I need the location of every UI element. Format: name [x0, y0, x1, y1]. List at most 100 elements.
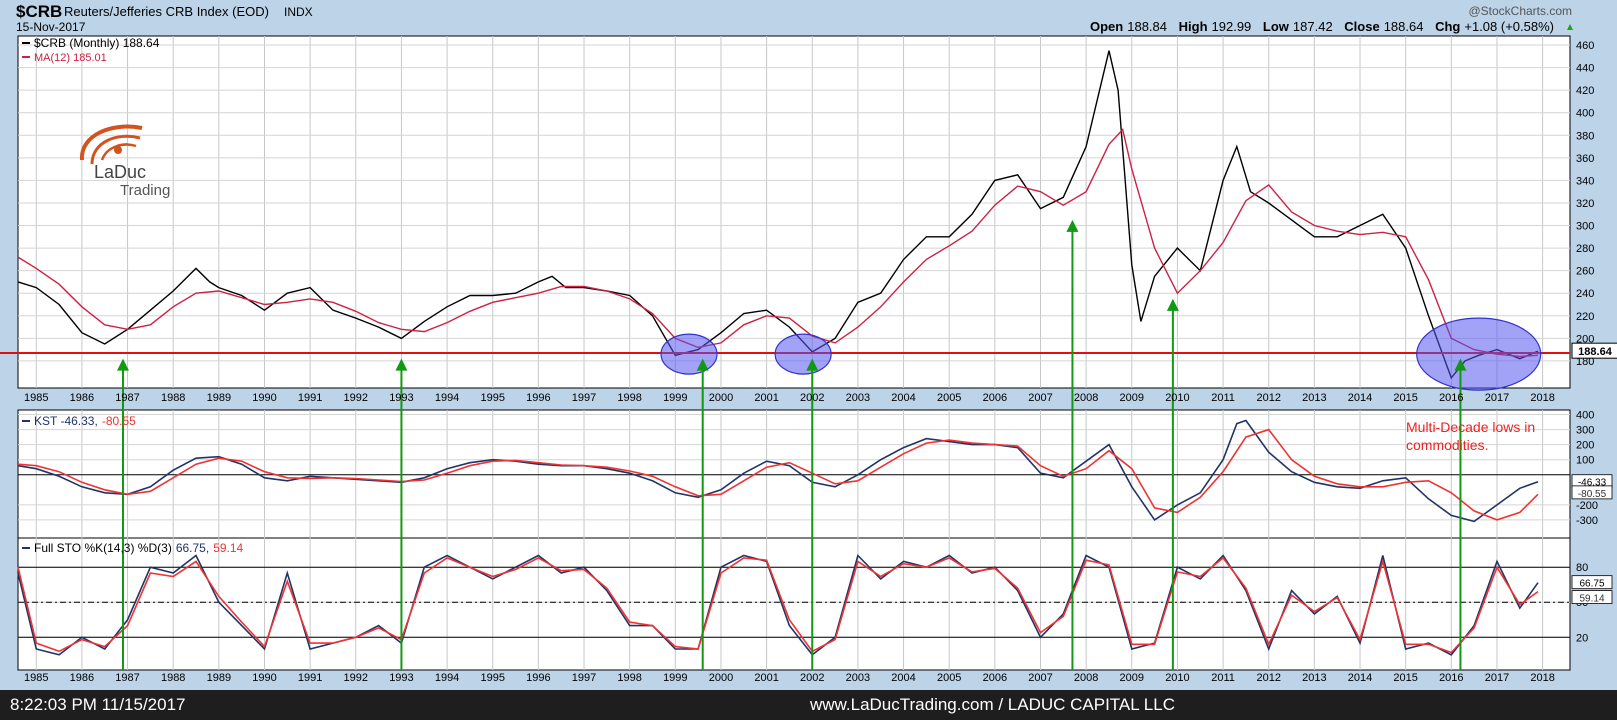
xtick-1-2017: 2017 [1485, 672, 1509, 684]
series-kst-0 [17, 419, 1539, 523]
arrow-head-6 [1454, 358, 1467, 371]
overlay-layer [0, 219, 1570, 670]
sto-panel [17, 537, 1571, 671]
xtick-0-1993: 1993 [389, 392, 413, 404]
xtick-0-2007: 2007 [1028, 392, 1052, 404]
up-triangle-icon [1567, 24, 1573, 30]
last-value-kst-1: -80.55 [1578, 489, 1607, 500]
xtick-0-2012: 2012 [1256, 392, 1280, 404]
xtick-1-1987: 1987 [115, 672, 139, 684]
highlight-ellipse-2 [1416, 317, 1542, 391]
ytick-price-320: 320 [1576, 198, 1594, 210]
xtick-0-2001: 2001 [754, 392, 778, 404]
xtick-1-1994: 1994 [435, 672, 459, 684]
xtick-0-1997: 1997 [572, 392, 596, 404]
xtick-1-1997: 1997 [572, 672, 596, 684]
xtick-0-2018: 2018 [1530, 392, 1554, 404]
chart-date: 15-Nov-2017 [16, 20, 86, 34]
series-sto-1 [17, 556, 1539, 654]
ytick-kst--300: -300 [1576, 515, 1598, 527]
ytick-price-460: 460 [1576, 40, 1594, 52]
ytick-kst-200: 200 [1576, 440, 1594, 452]
chg-label: Chg [1435, 19, 1460, 34]
footer-site: www.LaDucTrading.com / LADUC CAPITAL LLC [810, 695, 1175, 714]
xtick-1-2004: 2004 [891, 672, 915, 684]
low-value: 187.42 [1293, 19, 1333, 34]
ytick-price-200: 200 [1576, 333, 1594, 345]
xtick-0-1987: 1987 [115, 392, 139, 404]
annotation-line-2: commodities. [1406, 437, 1488, 453]
ohlc-bar: Open 188.84 High 192.99 Low 187.42 Close 188… [1090, 19, 1554, 34]
xtick-0-2015: 2015 [1393, 392, 1417, 404]
chart-index-name: Reuters/Jefferies CRB Index (EOD) [64, 4, 269, 19]
xtick-1-2014: 2014 [1348, 672, 1372, 684]
swoosh-logo-icon [79, 124, 143, 165]
xtick-0-1988: 1988 [161, 392, 185, 404]
xtick-0-1995: 1995 [480, 392, 504, 404]
ytick-kst-300: 300 [1576, 425, 1594, 437]
last-value-badge-price [1571, 342, 1617, 359]
stock-chart: $CRB Reuters/Jefferies CRB Index (EOD) I… [0, 2, 1617, 684]
arrow-head-3 [806, 358, 819, 371]
xtick-1-2012: 2012 [1256, 672, 1280, 684]
xtick-1-2000: 2000 [709, 672, 733, 684]
last-value-sto-1: 59.14 [1579, 594, 1604, 605]
xtick-0-2000: 2000 [709, 392, 733, 404]
ytick-kst--200: -200 [1576, 500, 1598, 512]
highlight-ellipse-1 [774, 333, 832, 375]
xtick-1-2007: 2007 [1028, 672, 1052, 684]
xtick-1-1988: 1988 [161, 672, 185, 684]
xtick-0-1992: 1992 [344, 392, 368, 404]
xtick-0-1990: 1990 [252, 392, 276, 404]
close-value: 188.64 [1384, 19, 1424, 34]
ytick-kst-400: 400 [1576, 410, 1594, 422]
price-legend: $CRB (Monthly) 188.64 MA(12) 185.01 [22, 36, 160, 64]
xtick-1-2013: 2013 [1302, 672, 1326, 684]
high-label: High [1179, 19, 1208, 34]
ytick-sto-80: 80 [1576, 562, 1588, 574]
xtick-0-2008: 2008 [1074, 392, 1098, 404]
axis-layer: 1802002202402602803003203403603804004204… [24, 40, 1617, 684]
xtick-1-2006: 2006 [983, 672, 1007, 684]
xtick-1-2010: 2010 [1165, 672, 1189, 684]
legend-sto-text: Full STO %K(14,3) %D(3) 66.75, 59.14 [34, 541, 244, 555]
legend-kst-text: KST -46.33, -80.55 [34, 414, 136, 428]
legend-kst: KST -46.33, [34, 414, 98, 428]
arrow-head-2 [696, 358, 709, 371]
xtick-1-1985: 1985 [24, 672, 48, 684]
xtick-0-2006: 2006 [983, 392, 1007, 404]
xtick-0-1996: 1996 [526, 392, 550, 404]
xtick-1-1996: 1996 [526, 672, 550, 684]
xtick-0-2010: 2010 [1165, 392, 1189, 404]
legend-sto-k: 66.75, [176, 541, 209, 555]
open-value: 188.84 [1127, 19, 1167, 34]
xtick-1-2015: 2015 [1393, 672, 1417, 684]
legend-sto-d: 59.14 [213, 541, 243, 555]
xtick-1-2001: 2001 [754, 672, 778, 684]
xtick-1-1992: 1992 [344, 672, 368, 684]
annotation-multi-decade-lows: Multi-Decade lows in commodities. [1406, 419, 1539, 453]
xtick-1-2008: 2008 [1074, 672, 1098, 684]
ytick-price-220: 220 [1576, 311, 1594, 323]
xtick-0-1999: 1999 [663, 392, 687, 404]
xtick-0-2011: 2011 [1211, 392, 1235, 404]
laduc-logo: LaDuc Trading [72, 120, 192, 200]
close-label: Close [1344, 19, 1379, 34]
ytick-price-440: 440 [1576, 63, 1594, 75]
xtick-0-2002: 2002 [800, 392, 824, 404]
xtick-1-1989: 1989 [207, 672, 231, 684]
ytick-price-280: 280 [1576, 243, 1594, 255]
xtick-0-2009: 2009 [1120, 392, 1144, 404]
highlight-ellipse-0 [660, 333, 718, 375]
ytick-price-300: 300 [1576, 221, 1594, 233]
series-price-1 [17, 128, 1539, 358]
logo-text-trading: Trading [120, 182, 171, 199]
legend-price: $CRB (Monthly) 188.64 [34, 36, 160, 50]
chart-symbol: $CRB [16, 2, 62, 21]
xtick-1-1991: 1991 [298, 672, 322, 684]
ytick-price-240: 240 [1576, 288, 1594, 300]
xtick-1-2009: 2009 [1120, 672, 1144, 684]
price-panel [17, 35, 1571, 389]
arrow-head-5 [1166, 298, 1179, 311]
xtick-0-2004: 2004 [891, 392, 915, 404]
